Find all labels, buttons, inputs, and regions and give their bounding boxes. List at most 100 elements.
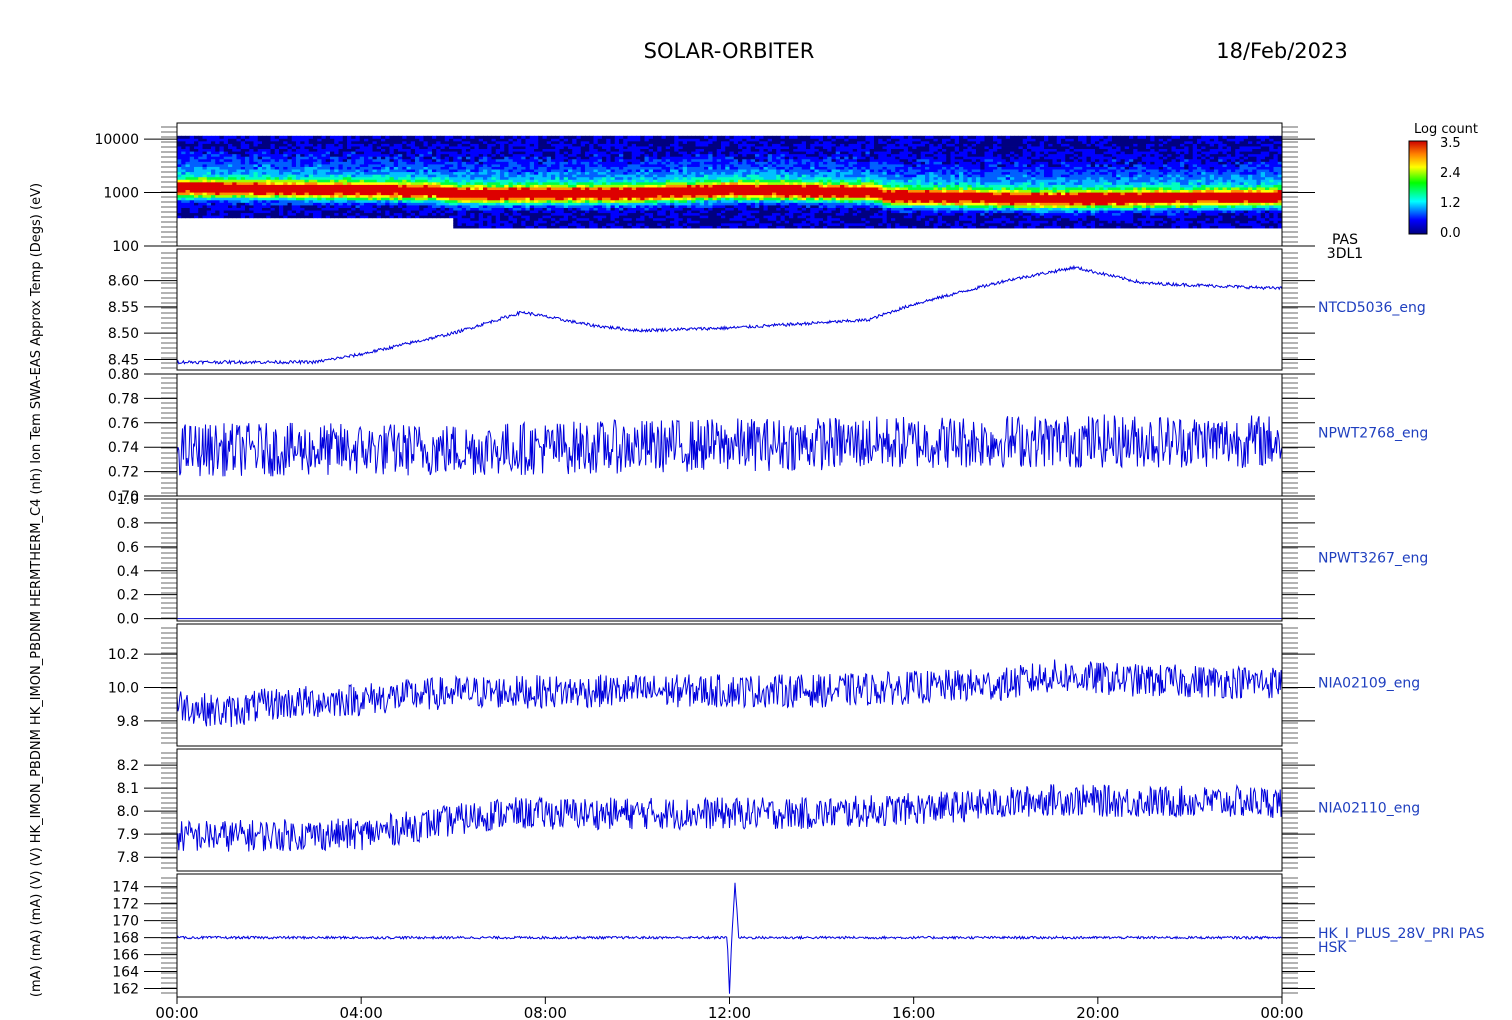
heatmap-cell (206, 199, 212, 203)
heatmap-cell (589, 181, 594, 185)
heatmap-cell (253, 187, 259, 191)
heatmap-cell (648, 222, 654, 226)
heatmap-cell (602, 181, 607, 185)
heatmap-cell (691, 151, 696, 155)
heatmap-cell (759, 171, 764, 175)
heatmap-cell (291, 184, 297, 188)
heatmap-cell (470, 161, 475, 165)
heatmap-cell (321, 148, 327, 152)
heatmap-cell (602, 192, 607, 196)
heatmap-cell (606, 151, 611, 155)
heatmap-cell (759, 212, 764, 216)
heatmap-cell (291, 138, 297, 142)
heatmap-cell (644, 164, 650, 167)
heatmap-cell (308, 138, 314, 142)
heatmap-cell (202, 199, 208, 203)
heatmap-cell (478, 161, 484, 165)
heatmap-cell (704, 153, 709, 157)
heatmap-cell (674, 140, 679, 144)
heatmap-cell (682, 140, 688, 144)
heatmap-cell (232, 176, 237, 180)
heatmap-cell (721, 197, 726, 201)
heatmap-cell (555, 166, 560, 170)
heatmap-cell (534, 189, 539, 193)
heatmap-cell (614, 212, 620, 216)
heatmap-cell (347, 179, 352, 183)
heatmap-cell (177, 166, 182, 170)
heatmap-cell (597, 164, 603, 167)
heatmap-cell (512, 169, 518, 173)
heatmap-cell (733, 194, 739, 198)
heatmap-cell (538, 220, 543, 224)
heatmap-cell (453, 199, 458, 203)
heatmap-cell (661, 166, 667, 170)
heatmap-cell (678, 161, 684, 165)
heatmap-cell (670, 202, 675, 206)
heatmap-cell (776, 212, 781, 216)
heatmap-cell (240, 189, 246, 193)
heatmap-cell (780, 199, 786, 203)
heatmap-cell (712, 189, 718, 193)
heatmap-cell (500, 146, 505, 150)
heatmap-cell (410, 156, 416, 160)
heatmap-cell (687, 187, 692, 191)
heatmap-cell (661, 205, 667, 208)
heatmap-cell (325, 184, 331, 188)
heatmap-cell (738, 192, 743, 196)
heatmap-cell (257, 179, 263, 183)
heatmap-cell (776, 176, 781, 180)
heatmap-cell (525, 222, 531, 226)
heatmap-cell (708, 148, 713, 152)
heatmap-cell (619, 171, 624, 175)
heatmap-cell (602, 138, 607, 142)
heatmap-cell (551, 151, 556, 155)
heatmap-cell (325, 189, 331, 193)
heatmap-cell (529, 181, 535, 185)
heatmap-cell (738, 174, 743, 178)
heatmap-cell (402, 205, 407, 208)
heatmap-cell (546, 187, 552, 191)
heatmap-cell (568, 153, 573, 157)
heatmap-cell (653, 169, 658, 173)
heatmap-cell (249, 146, 254, 150)
heatmap-cell (585, 220, 590, 224)
heatmap-cell (563, 202, 569, 206)
heatmap-cell (644, 143, 650, 147)
heatmap-cell (372, 187, 378, 191)
heatmap-cell (738, 189, 743, 193)
heatmap-cell (415, 148, 420, 152)
heatmap-cell (767, 158, 773, 162)
heatmap-cell (262, 158, 267, 162)
heatmap-cell (614, 202, 620, 206)
heatmap-cell (194, 140, 199, 144)
heatmap-cell (470, 158, 475, 162)
heatmap-cell (359, 176, 365, 180)
heatmap-cell (538, 184, 543, 188)
heatmap-cell (402, 192, 407, 196)
heatmap-cell (534, 215, 539, 219)
heatmap-cell (597, 166, 603, 170)
heatmap-cell (725, 153, 730, 157)
heatmap-cell (402, 184, 407, 188)
heatmap-cell (491, 156, 497, 160)
heatmap-cell (342, 192, 348, 196)
heatmap-cell (223, 199, 229, 203)
heatmap-cell (606, 199, 611, 203)
heatmap-cell (619, 151, 624, 155)
heatmap-cell (266, 174, 271, 178)
heatmap-cell (185, 215, 191, 219)
heatmap-cell (568, 140, 573, 144)
heatmap-cell (262, 143, 267, 147)
heatmap-cell (461, 179, 467, 183)
heatmap-cell (432, 151, 437, 155)
heatmap-cell (406, 210, 412, 214)
heatmap-cell (534, 184, 539, 188)
heatmap-cell (249, 138, 254, 142)
heatmap-cell (491, 210, 497, 214)
heatmap-cell (389, 156, 395, 160)
heatmap-cell (593, 212, 599, 216)
heatmap-cell (670, 169, 675, 173)
heatmap-cell (393, 148, 399, 152)
heatmap-cell (291, 212, 297, 216)
heatmap-cell (487, 171, 492, 175)
